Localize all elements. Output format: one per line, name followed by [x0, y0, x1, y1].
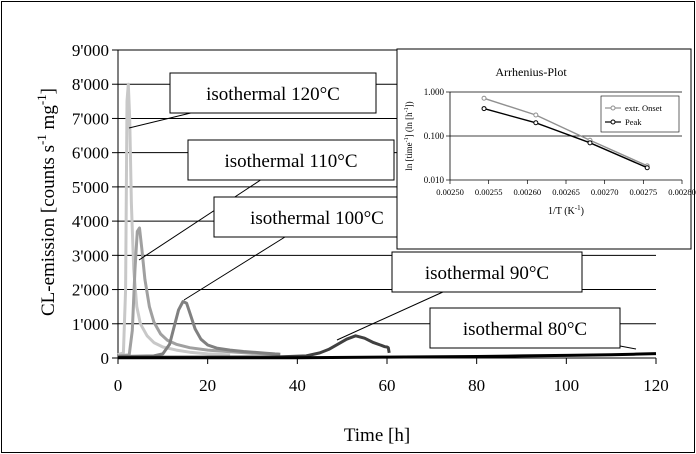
main-series-group — [117, 82, 657, 360]
inset-x-tick-label: 0.00260 — [514, 187, 542, 197]
y-tick-label: 4'000 — [72, 212, 109, 231]
inset-point-1 — [533, 120, 539, 126]
x-tick-label: 120 — [643, 376, 669, 395]
inset-frame — [396, 48, 692, 250]
inset-point-1 — [644, 165, 650, 171]
x-tick-label: 0 — [114, 376, 123, 395]
series-line-4 — [117, 352, 657, 360]
x-axis-title: Time [h] — [344, 425, 410, 446]
callout-leader — [128, 112, 191, 129]
y-tick-label: 0 — [101, 349, 110, 368]
callout-label: isothermal 120°C — [206, 84, 340, 105]
inset-point-1 — [587, 140, 593, 146]
callouts: isothermal 120°C isothermal 110°C isotherm… — [128, 72, 637, 350]
x-tick-label: 40 — [289, 376, 306, 395]
y-tick-label: 6'000 — [72, 144, 109, 163]
y-tick-label: 5'000 — [72, 178, 109, 197]
x-tick-label: 100 — [554, 376, 580, 395]
inset-x-tick-label: 0.00255 — [475, 187, 503, 197]
series-line-1 — [117, 226, 280, 358]
inset-y-axis-title: ln [time-1] (ln [h-1]) — [404, 101, 414, 170]
inset-x-tick-label: 0.00265 — [552, 187, 580, 197]
y-tick-label: 7'000 — [72, 109, 109, 128]
callout-box — [429, 307, 621, 349]
y-tick-label: 3'000 — [72, 246, 109, 265]
inset-legend-marker — [610, 119, 616, 125]
callout-label: isothermal 80°C — [463, 319, 587, 340]
inset-series-line-0 — [483, 97, 648, 167]
inset-x-tick-label: 0.00280 — [668, 187, 696, 197]
arrhenius-inset: Arrhenius-Plot 0.010 0.100 1.000 0.00250 0.00… — [396, 48, 696, 250]
inset-legend-label: extr. Onset — [625, 103, 662, 113]
callout-label: isothermal 110°C — [224, 151, 357, 172]
inset-legend-label: Peak — [625, 117, 642, 127]
callout-box — [187, 139, 395, 181]
callout-leader — [336, 291, 444, 341]
inset-y-tick-label: 1.000 — [424, 87, 445, 97]
inset-y-tick-label: 0.100 — [424, 131, 445, 141]
x-tick-label: 80 — [468, 376, 485, 395]
callout-label: isothermal 100°C — [250, 208, 384, 229]
callout-box — [391, 251, 583, 293]
y-tick-label: 8'000 — [72, 75, 109, 94]
inset-x-tick-label: 0.00250 — [436, 187, 464, 197]
callout-leader — [183, 236, 286, 301]
main-tick-labels: 0 1'000 2'000 3'000 4'000 5'000 6'000 7'000 8'00… — [72, 41, 669, 395]
series-line-3 — [117, 334, 391, 359]
callout-leader — [619, 345, 637, 350]
inset-y-tick-label: 0.010 — [424, 175, 445, 185]
inset-x-tick-label: 0.00275 — [630, 187, 658, 197]
series-line-0 — [117, 82, 231, 357]
inset-x-tick-label: 0.00270 — [591, 187, 619, 197]
inset-x-axis-title: 1/T (K-1) — [548, 204, 584, 217]
inset-point-0 — [533, 112, 539, 118]
y-tick-label: 1'000 — [72, 315, 109, 334]
inset-legend-box — [600, 95, 680, 133]
callout-box — [169, 72, 377, 114]
inset-point-1 — [481, 106, 487, 112]
callout-label: isothermal 90°C — [425, 263, 549, 284]
callout-box — [213, 196, 421, 238]
series-line-2 — [117, 300, 281, 359]
y-tick-label: 9'000 — [72, 41, 109, 60]
inset-legend-marker — [610, 105, 616, 111]
x-tick-label: 20 — [199, 376, 216, 395]
y-axis-title: CL-emission [counts s-1 mg-1] — [34, 88, 59, 316]
y-tick-label: 2'000 — [72, 281, 109, 300]
inset-title: Arrhenius-Plot — [495, 65, 567, 79]
callout-leader — [138, 179, 261, 261]
inset-series-line-1 — [483, 107, 648, 169]
x-tick-label: 60 — [379, 376, 396, 395]
inset-point-0 — [481, 95, 487, 101]
